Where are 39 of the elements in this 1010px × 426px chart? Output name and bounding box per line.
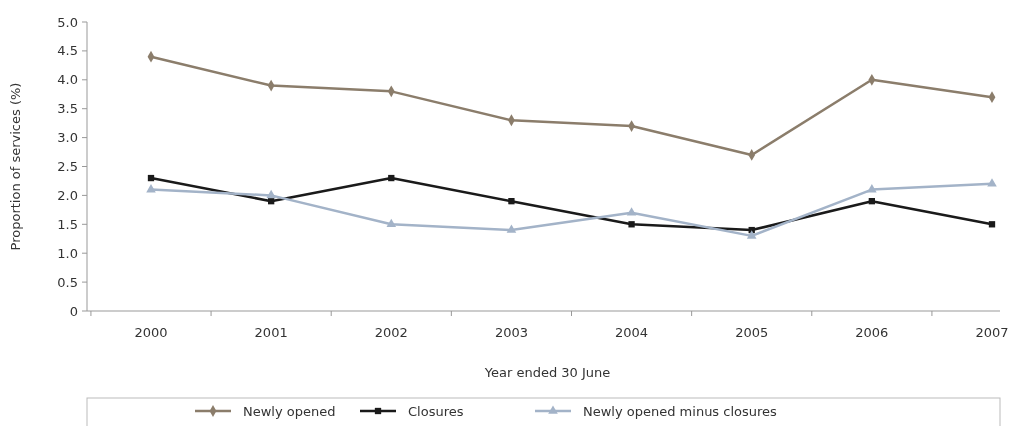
y-tick-label: 1.0: [57, 245, 78, 261]
point: [266, 189, 276, 199]
point: [506, 224, 517, 233]
y-tick-label: 4.5: [57, 43, 78, 59]
x-tick-label: 2000: [134, 325, 168, 340]
y-tick-label: 0: [69, 303, 78, 319]
y-axis-title: Proportion of services (%): [8, 82, 23, 251]
legend-label: Newly opened: [243, 403, 336, 419]
y-tick-label: 3.5: [57, 101, 78, 117]
y-tick-label: 2.5: [57, 159, 78, 175]
y-tick-label: 4.0: [57, 72, 78, 88]
x-tick-label: 2004: [615, 325, 649, 340]
point: [626, 207, 637, 216]
point: [147, 174, 155, 182]
point: [628, 221, 635, 228]
point: [267, 198, 275, 205]
y-tick-label: 5.0: [57, 14, 78, 30]
point: [867, 184, 877, 193]
point: [508, 198, 515, 205]
legend-label: Newly opened minus closures: [583, 403, 778, 419]
x-tick-label: 2007: [975, 325, 1009, 340]
x-tick-label: 2002: [374, 325, 408, 340]
point: [746, 230, 757, 239]
x-tick-label: 2005: [735, 325, 769, 340]
x-tick-label: 2006: [855, 325, 889, 340]
x-tick-label: 2003: [494, 325, 528, 340]
point: [388, 174, 395, 182]
point: [146, 184, 156, 193]
point: [987, 178, 997, 187]
x-tick-label: 2001: [254, 325, 288, 340]
y-tick-label: 3.0: [57, 130, 78, 146]
y-tick-label: 1.5: [57, 216, 78, 232]
point: [868, 198, 876, 205]
y-tick-label: 0.5: [57, 274, 78, 290]
legend-label: Closures: [408, 403, 464, 419]
x-axis-title: Year ended 30 June: [483, 365, 611, 380]
y-tick-label: 2.0: [57, 187, 78, 203]
point: [386, 218, 397, 228]
point: [988, 221, 996, 228]
